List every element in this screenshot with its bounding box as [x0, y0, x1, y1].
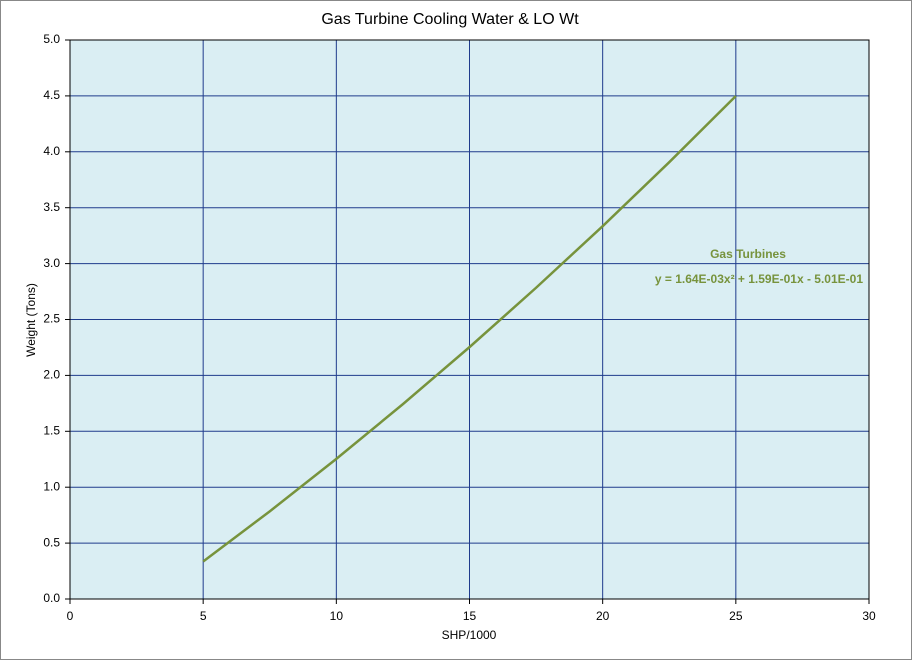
- x-tick-label: 5: [200, 609, 207, 623]
- y-tick-label: 5.0: [43, 32, 60, 46]
- y-tick-label: 1.5: [43, 423, 60, 437]
- x-tick-label: 15: [463, 609, 477, 623]
- x-tick-label: 0: [67, 609, 74, 623]
- trendline-equation: y = 1.64E-03x² + 1.59E-01x - 5.01E-01: [655, 272, 863, 286]
- y-tick-label: 4.5: [43, 88, 60, 102]
- x-tick-label: 20: [596, 609, 610, 623]
- y-tick-label: 0.0: [43, 591, 60, 605]
- series-label: Gas Turbines: [710, 247, 786, 261]
- y-tick-label: 3.0: [43, 256, 60, 270]
- x-tick-label: 25: [729, 609, 743, 623]
- y-tick-label: 2.0: [43, 368, 60, 382]
- x-axis-title: SHP/1000: [442, 628, 497, 642]
- plot-frame: [69, 39, 870, 600]
- chart-title: Gas Turbine Cooling Water & LO Wt: [321, 11, 579, 28]
- x-tick-label: 10: [330, 609, 344, 623]
- y-tick-label: 1.0: [43, 479, 60, 493]
- x-tick-label: 30: [862, 609, 876, 623]
- y-tick-label: 2.5: [43, 312, 60, 326]
- y-axis-title: Weight (Tons): [24, 283, 38, 357]
- y-tick-label: 4.0: [43, 144, 60, 158]
- y-tick-label: 3.5: [43, 200, 60, 214]
- y-tick-label: 0.5: [43, 535, 60, 549]
- data-line: [202, 95, 737, 563]
